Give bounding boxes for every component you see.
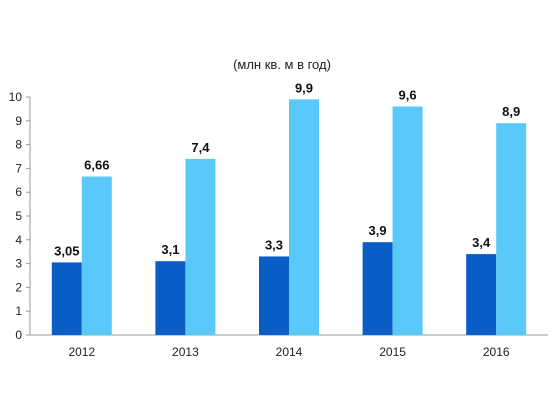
y-tick-label: 0	[15, 328, 22, 342]
y-tick-label: 9	[15, 114, 22, 128]
y-tick-label: 2	[15, 280, 22, 294]
data-label: 8,9	[502, 104, 520, 119]
data-label: 3,05	[54, 243, 79, 258]
bar-light-blue	[81, 176, 112, 335]
value-labels: 3,05 6,66 3,1 7,4 3,3 9,9 3,9 9,6 3,4 8,9	[54, 80, 520, 258]
x-axis-ticks: 2012 2013 2014 2015 2016	[68, 345, 509, 359]
y-tick-label: 3	[15, 257, 22, 271]
data-label: 3,3	[265, 237, 283, 252]
bars	[51, 99, 527, 336]
y-axis-ticks: 0 1 2 3 4 5 6 7 8 9 10	[9, 90, 30, 342]
bar-light-blue	[185, 158, 216, 335]
bar-dark-blue	[259, 256, 289, 335]
chart-subtitle: (млн кв. м в год)	[233, 57, 331, 72]
bar-dark-blue	[466, 254, 497, 335]
bar-dark-blue	[362, 242, 393, 335]
data-label: 6,66	[84, 157, 109, 172]
x-tick-label: 2016	[483, 345, 510, 359]
data-label: 7,4	[191, 140, 210, 155]
bar-light-blue	[496, 123, 527, 336]
bar-light-blue	[289, 99, 319, 335]
data-label: 3,1	[161, 242, 179, 257]
data-label: 3,4	[472, 235, 491, 250]
y-tick-label: 5	[15, 209, 22, 223]
data-label: 9,9	[295, 80, 313, 95]
bar-dark-blue	[51, 262, 82, 335]
y-tick-label: 4	[15, 233, 22, 247]
x-tick-label: 2014	[276, 345, 303, 359]
data-label: 3,9	[369, 223, 387, 238]
x-tick-label: 2012	[68, 345, 95, 359]
y-tick-label: 8	[15, 138, 22, 152]
data-label: 9,6	[399, 88, 417, 103]
bar-dark-blue	[155, 261, 186, 335]
y-tick-label: 7	[15, 161, 22, 175]
x-tick-label: 2013	[172, 345, 199, 359]
y-tick-label: 10	[9, 90, 23, 104]
y-tick-label: 6	[15, 185, 22, 199]
y-tick-label: 1	[15, 304, 22, 318]
bar-light-blue	[392, 106, 423, 336]
x-tick-label: 2015	[379, 345, 406, 359]
